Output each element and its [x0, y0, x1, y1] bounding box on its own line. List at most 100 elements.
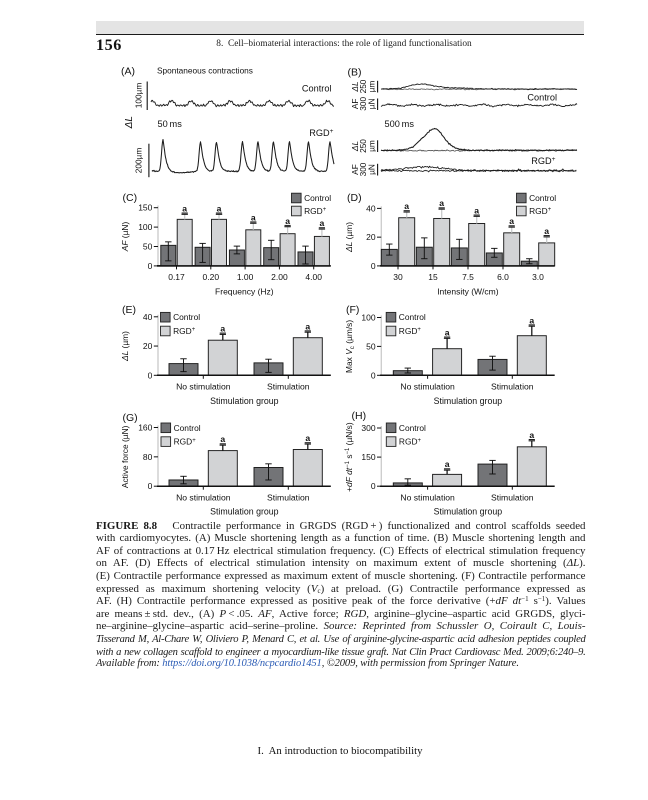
svg-text:7.5: 7.5 [462, 272, 474, 282]
svg-text:No stimulation: No stimulation [176, 382, 231, 392]
svg-text:a: a [439, 198, 444, 208]
svg-text:20: 20 [366, 232, 376, 242]
svg-text:AF: AF [350, 98, 360, 109]
svg-text:Intensity (W/cm): Intensity (W/cm) [437, 287, 499, 297]
svg-text:AF (µN): AF (µN) [120, 222, 130, 253]
svg-text:0: 0 [371, 481, 376, 491]
svg-text:µm: µm [367, 81, 377, 93]
svg-text:Stimulation group: Stimulation group [210, 396, 279, 406]
svg-text:a: a [305, 433, 310, 443]
svg-text:Stimulation group: Stimulation group [210, 507, 279, 517]
svg-text:Control: Control [304, 193, 331, 203]
svg-text:RGD+: RGD+ [174, 437, 197, 447]
svg-text:Control: Control [302, 84, 332, 94]
svg-text:ΔL: ΔL [124, 116, 135, 129]
svg-text:a: a [529, 315, 534, 325]
svg-text:Control: Control [529, 193, 556, 203]
svg-text:a: a [445, 327, 450, 337]
svg-text:a: a [320, 218, 325, 228]
svg-text:(G): (G) [123, 412, 138, 424]
svg-text:Stimulation: Stimulation [491, 382, 534, 392]
svg-text:4.00: 4.00 [305, 272, 322, 282]
svg-text:+dF dt−1 s−1 (µN/s): +dF dt−1 s−1 (µN/s) [344, 422, 354, 492]
svg-text:100: 100 [361, 313, 375, 323]
svg-text:0: 0 [148, 261, 153, 271]
svg-text:300: 300 [361, 423, 375, 433]
svg-text:RGD+: RGD+ [309, 128, 333, 138]
svg-text:a: a [182, 203, 187, 213]
svg-text:a: a [220, 434, 225, 444]
svg-text:50: 50 [366, 341, 376, 351]
svg-text:(E): (E) [122, 304, 136, 316]
svg-text:50 ms: 50 ms [158, 119, 183, 129]
svg-text:RGD+: RGD+ [399, 326, 422, 336]
svg-text:(D): (D) [347, 192, 362, 204]
svg-text:a: a [529, 430, 534, 440]
svg-text:Active force (µN): Active force (µN) [120, 425, 130, 488]
svg-text:Max Vc (µm/s): Max Vc (µm/s) [344, 320, 356, 373]
svg-text:Control: Control [399, 423, 426, 433]
svg-text:0: 0 [148, 481, 153, 491]
svg-text:30: 30 [393, 272, 403, 282]
svg-text:300: 300 [358, 162, 368, 176]
svg-text:RGD+: RGD+ [304, 206, 327, 216]
svg-text:Control: Control [173, 312, 200, 322]
svg-text:(C): (C) [123, 192, 138, 204]
svg-text:40: 40 [143, 312, 153, 322]
svg-text:ΔL: ΔL [350, 81, 360, 93]
svg-text:300: 300 [358, 96, 368, 110]
svg-text:160: 160 [138, 423, 152, 433]
svg-text:500 ms: 500 ms [385, 119, 415, 129]
svg-text:a: a [251, 212, 256, 222]
svg-text:50: 50 [143, 242, 153, 252]
svg-text:2.00: 2.00 [271, 272, 288, 282]
svg-text:200µm: 200µm [134, 148, 144, 174]
svg-text:250: 250 [358, 79, 368, 93]
svg-text:a: a [544, 226, 549, 236]
svg-text:15: 15 [428, 272, 438, 282]
svg-text:AF: AF [350, 164, 360, 175]
svg-text:RGD+: RGD+ [399, 437, 422, 447]
svg-text:No stimulation: No stimulation [400, 382, 455, 392]
svg-text:Control: Control [174, 423, 201, 433]
svg-text:ΔL (µm): ΔL (µm) [120, 331, 130, 362]
svg-text:RGD+: RGD+ [529, 206, 552, 216]
svg-text:a: a [509, 216, 514, 226]
svg-text:Frequency (Hz): Frequency (Hz) [215, 287, 274, 297]
svg-text:a: a [474, 205, 479, 215]
svg-text:0: 0 [371, 261, 376, 271]
svg-text:a: a [404, 201, 409, 211]
svg-text:a: a [220, 323, 225, 333]
svg-text:6.0: 6.0 [497, 272, 509, 282]
svg-text:a: a [217, 203, 222, 213]
svg-text:RGD+: RGD+ [531, 156, 555, 166]
svg-text:(B): (B) [348, 67, 362, 79]
svg-text:Stimulation group: Stimulation group [434, 396, 503, 406]
svg-text:Control: Control [399, 312, 426, 322]
svg-text:No stimulation: No stimulation [400, 493, 455, 503]
svg-text:Stimulation group: Stimulation group [434, 507, 503, 517]
svg-text:0: 0 [148, 370, 153, 380]
svg-text:ΔL (µm): ΔL (µm) [344, 222, 354, 253]
svg-text:RGD+: RGD+ [173, 326, 196, 336]
svg-text:150: 150 [361, 452, 375, 462]
svg-text:0.20: 0.20 [203, 272, 220, 282]
svg-text:a: a [305, 321, 310, 331]
svg-text:80: 80 [143, 452, 153, 462]
svg-text:Control: Control [527, 92, 557, 102]
svg-text:Stimulation: Stimulation [491, 493, 534, 503]
svg-text:µN: µN [367, 98, 377, 109]
svg-text:a: a [445, 459, 450, 469]
svg-text:20: 20 [143, 341, 153, 351]
svg-text:1.00: 1.00 [237, 272, 254, 282]
svg-text:0: 0 [371, 370, 376, 380]
svg-text:250: 250 [358, 139, 368, 153]
svg-text:3.0: 3.0 [532, 272, 544, 282]
svg-text:40: 40 [366, 203, 376, 213]
svg-text:Stimulation: Stimulation [267, 382, 310, 392]
svg-text:(F): (F) [346, 304, 359, 316]
svg-text:No stimulation: No stimulation [176, 493, 231, 503]
svg-text:100: 100 [138, 222, 152, 232]
svg-text:0.17: 0.17 [168, 272, 185, 282]
svg-text:100µm: 100µm [134, 83, 144, 109]
